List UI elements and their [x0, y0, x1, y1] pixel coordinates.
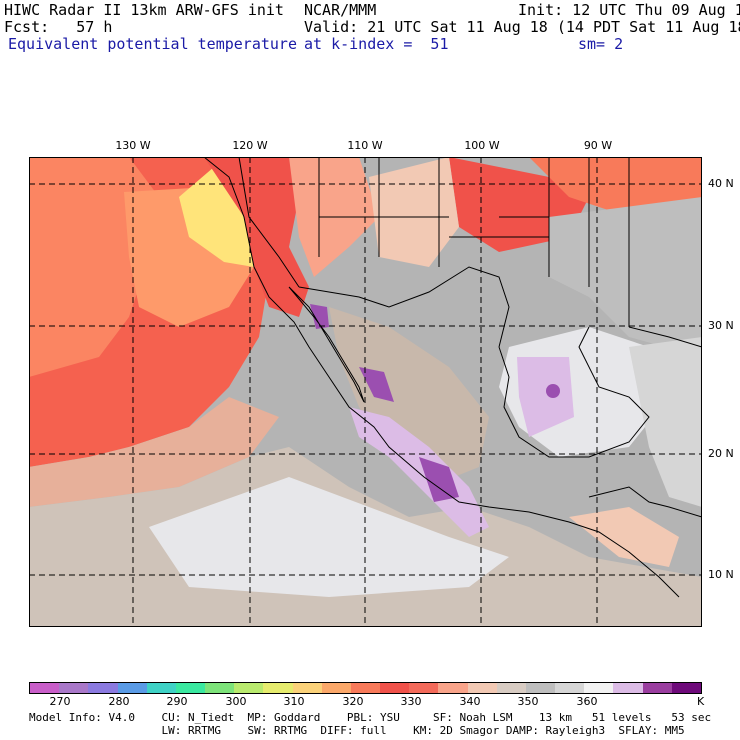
- baja-north-purple: [310, 304, 329, 329]
- florida-coast: [628, 326, 702, 348]
- colorbar-swatch: [88, 683, 118, 693]
- colorbar-swatch: [263, 683, 293, 693]
- init-time: Init: 12 UTC Thu 09 Aug 18: [518, 1, 740, 19]
- lat-label-20n: 20 N: [708, 447, 734, 460]
- colorbar-swatch: [496, 683, 526, 693]
- model-info-line2: LW: RRTMG SW: RRTMG DIFF: full KM: 2D Sm…: [29, 724, 685, 737]
- mexico-interior: [329, 307, 489, 487]
- model-title: HIWC Radar II 13km ARW-GFS init: [4, 1, 284, 19]
- field-name: Equivalent potential temperature: [8, 35, 297, 53]
- gulf-coastline: [498, 326, 650, 458]
- lon-label-90w: 90 W: [583, 139, 613, 152]
- colorbar-swatch: [555, 683, 585, 693]
- colorbar-swatch: [117, 683, 147, 693]
- yellow-core: [179, 167, 254, 267]
- level-label: at k-index = 51: [304, 35, 449, 53]
- gulf-dark-purple: [546, 384, 560, 398]
- transition-band: [29, 397, 279, 507]
- lat-label-30n: 30 N: [708, 319, 734, 332]
- mexico-coast-purple: [349, 407, 489, 537]
- colorbar-swatch: [409, 683, 439, 693]
- colorbar-label-280: 280: [108, 695, 130, 708]
- colorbar-swatch: [525, 683, 556, 693]
- colorbar-label-270: 270: [49, 695, 71, 708]
- colorbar-swatch: [292, 683, 322, 693]
- lat-lon-grid: [29, 157, 702, 627]
- eastern-pacific-white: [149, 477, 509, 597]
- colorbar-swatch: [613, 683, 643, 693]
- colorbar-swatch: [350, 683, 381, 693]
- colorbar-swatch: [467, 683, 497, 693]
- colorbar-swatch: [438, 683, 468, 693]
- map-panel: [29, 157, 702, 627]
- colorbar-swatch: [30, 683, 60, 693]
- gulf-of-california-purple: [359, 367, 394, 402]
- colorbar-swatch: [380, 683, 410, 693]
- colorbar-swatch: [671, 683, 701, 693]
- southeast-gray: [549, 197, 702, 357]
- lat-label-10n: 10 N: [708, 568, 734, 581]
- forecast-hour: Fcst: 57 h: [4, 18, 113, 36]
- colorbar-swatch: [234, 683, 264, 693]
- colorbar-label-310: 310: [283, 695, 305, 708]
- smoothing-label: sm= 2: [578, 35, 624, 53]
- us-state-borders: [318, 157, 630, 327]
- lon-label-120w: 120 W: [232, 139, 268, 152]
- colorbar-swatch: [59, 683, 89, 693]
- colorbar-swatch: [321, 683, 351, 693]
- colorbar-label-330: 330: [400, 695, 422, 708]
- colorbar-unit: K: [697, 695, 705, 708]
- lon-label-130w: 130 W: [115, 139, 151, 152]
- baja-california-outline: [288, 286, 365, 403]
- california-warm-strip: [204, 157, 309, 317]
- colorbar-label-360: 360: [576, 695, 598, 708]
- colorbar-swatch: [642, 683, 672, 693]
- pacific-coastline: [203, 157, 680, 598]
- lat-label-40n: 40 N: [708, 177, 734, 190]
- gulf-purple-patch: [517, 357, 574, 437]
- colorbar-swatch: [146, 683, 176, 693]
- model-info-line1: Model Info: V4.0 CU: N_Tiedt MP: Goddard…: [29, 711, 712, 724]
- lon-label-110w: 110 W: [347, 139, 383, 152]
- colorbar-swatch: [175, 683, 206, 693]
- mexico-coast-dark-purple: [419, 457, 459, 502]
- colorbar-label-320: 320: [342, 695, 364, 708]
- lon-label-100w: 100 W: [464, 139, 500, 152]
- us-mexico-border: [298, 266, 510, 348]
- colorbar: [29, 682, 702, 694]
- institution-label: NCAR/MMM: [304, 1, 377, 19]
- northeast-warm: [529, 157, 702, 217]
- map-border: [29, 157, 702, 627]
- map-svg: [29, 157, 702, 627]
- colorbar-label-290: 290: [166, 695, 188, 708]
- colorbar-swatch: [205, 683, 235, 693]
- california-nevada-border: [238, 157, 300, 288]
- colorbar-swatch: [584, 683, 614, 693]
- valid-time: Valid: 21 UTC Sat 11 Aug 18 (14 PDT Sat …: [304, 18, 740, 36]
- colorbar-label-350: 350: [517, 695, 539, 708]
- colorbar-label-300: 300: [225, 695, 247, 708]
- caribbean-gray: [629, 337, 702, 507]
- caribbean-coast: [588, 486, 702, 518]
- colorbar-label-340: 340: [459, 695, 481, 708]
